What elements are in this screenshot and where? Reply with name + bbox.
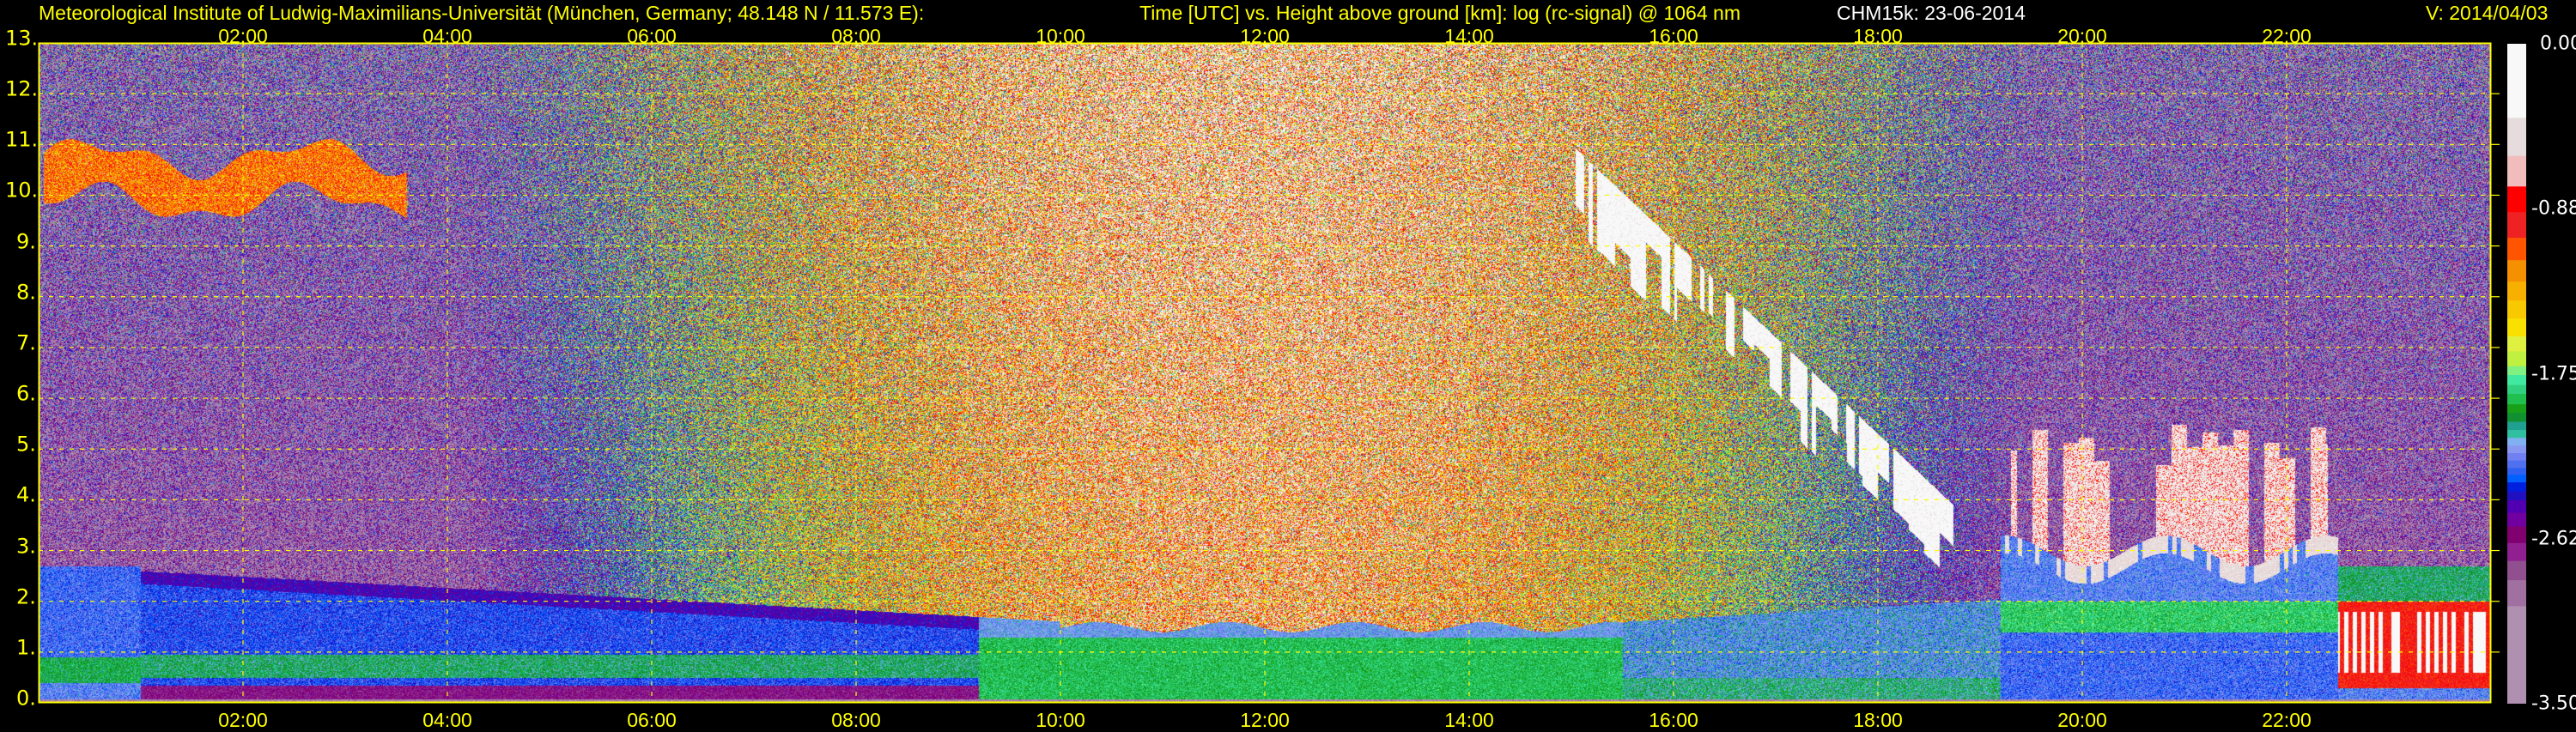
colorbar-level xyxy=(2507,300,2526,319)
colorbar-level xyxy=(2507,445,2526,454)
plot-frame xyxy=(38,42,2492,704)
y-tick-label: 8. xyxy=(16,280,36,305)
instrument-date: CHM15k: 23-06-2014 xyxy=(1837,2,2026,24)
x-tick-label: 04:00 xyxy=(422,709,472,731)
y-tick-label: 10. xyxy=(5,178,39,203)
colorbar-level xyxy=(2507,351,2526,367)
colorbar-level xyxy=(2507,560,2526,581)
colorbar-level xyxy=(2507,512,2526,527)
colorbar-level xyxy=(2507,260,2526,282)
colorbar-tick-label: -3.50 xyxy=(2531,693,2576,715)
colorbar xyxy=(2507,44,2526,704)
colorbar-level xyxy=(2507,336,2526,352)
x-tick-label: 12:00 xyxy=(1240,709,1290,731)
y-tick-label: 7. xyxy=(16,330,36,355)
colorbar-level xyxy=(2507,118,2526,157)
x-tick-label: 20:00 xyxy=(2057,709,2107,731)
x-tick-label: 18:00 xyxy=(1853,709,1903,731)
colorbar-level xyxy=(2507,186,2526,213)
colorbar-level xyxy=(2507,482,2526,493)
x-tick-label: 22:00 xyxy=(2262,709,2312,731)
y-tick-label: 2. xyxy=(16,584,36,609)
y-tick-label: 11. xyxy=(5,127,39,152)
y-tick-label: 1. xyxy=(16,635,36,660)
colorbar-level xyxy=(2507,212,2526,239)
colorbar-tick-label: -0.88 xyxy=(2531,197,2576,220)
colorbar-level xyxy=(2507,526,2526,544)
colorbar-level xyxy=(2507,44,2526,118)
y-tick-label: 3. xyxy=(16,533,36,558)
colorbar-level xyxy=(2507,438,2526,446)
colorbar-level xyxy=(2507,606,2526,704)
version-label: V: 2014/04/03 xyxy=(2426,2,2549,24)
colorbar-level xyxy=(2507,499,2526,514)
x-tick-label: 08:00 xyxy=(831,709,881,731)
x-tick-label: 02:00 xyxy=(218,709,268,731)
colorbar-level xyxy=(2507,491,2526,501)
colorbar-tick-label: -1.75 xyxy=(2531,363,2576,384)
grid-overlay xyxy=(38,42,2500,704)
colorbar-level xyxy=(2507,155,2526,187)
colorbar-tick-label: 0.00 xyxy=(2540,33,2576,55)
colorbar-level xyxy=(2507,375,2526,386)
x-tick-label: 14:00 xyxy=(1444,709,1494,731)
colorbar-level xyxy=(2507,452,2526,462)
colorbar-level xyxy=(2507,404,2526,414)
colorbar-level xyxy=(2507,281,2526,301)
y-tick-label: 6. xyxy=(16,381,36,406)
x-tick-label: 06:00 xyxy=(627,709,677,731)
colorbar-level xyxy=(2507,384,2526,395)
x-tick-label: 16:00 xyxy=(1649,709,1698,731)
colorbar-level xyxy=(2507,468,2526,475)
colorbar-level xyxy=(2507,412,2526,423)
y-tick-label: 9. xyxy=(16,229,36,254)
institute-title: Meteorological Institute of Ludwig-Maxim… xyxy=(39,2,925,24)
y-tick-label: 0. xyxy=(16,686,36,711)
colorbar-level xyxy=(2507,318,2526,337)
y-tick-label: 5. xyxy=(16,432,36,457)
y-tick-label: 4. xyxy=(16,482,36,507)
colorbar-level xyxy=(2507,394,2526,405)
colorbar-level xyxy=(2507,460,2526,469)
colorbar-level xyxy=(2507,238,2526,261)
colorbar-tick-label: -2.62 xyxy=(2531,528,2576,550)
colorbar-level xyxy=(2507,429,2526,439)
y-tick-label: 12. xyxy=(5,76,39,101)
plot-area xyxy=(38,42,2500,704)
colorbar-level xyxy=(2507,475,2526,483)
x-tick-label: 10:00 xyxy=(1036,709,1085,731)
colorbar-level xyxy=(2507,580,2526,607)
colorbar-level xyxy=(2507,421,2526,431)
colorbar-level xyxy=(2507,542,2526,562)
colorbar-level xyxy=(2507,366,2526,376)
chart-title: Time [UTC] vs. Height above ground [km]:… xyxy=(1139,2,1741,24)
y-tick-label: 13. xyxy=(5,26,39,51)
